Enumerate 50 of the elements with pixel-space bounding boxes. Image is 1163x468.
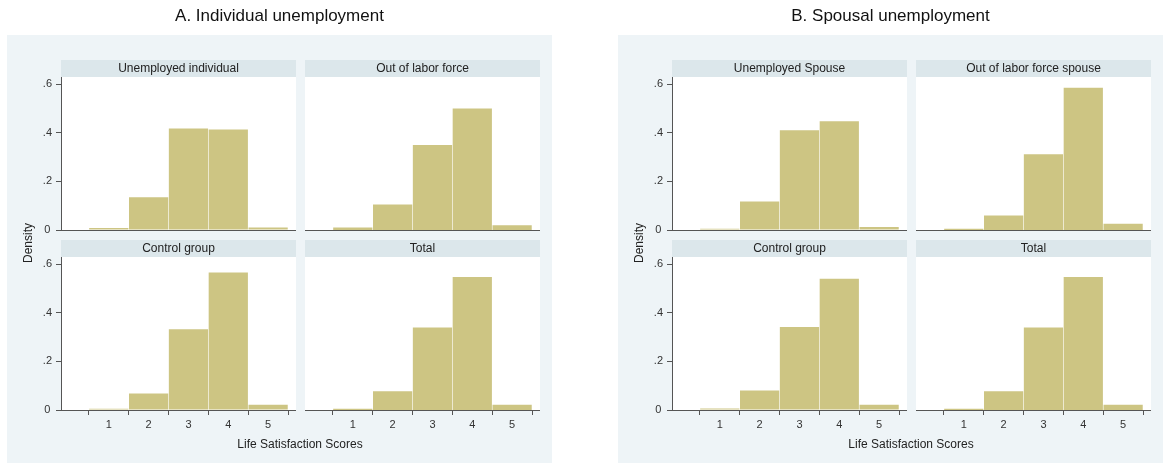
x-tick-label: 1	[716, 417, 723, 430]
x-tick-label: 2	[145, 417, 152, 430]
y-tick-label: .6	[42, 257, 53, 270]
chart-title: Control group	[61, 240, 296, 257]
x-tick-label: 3	[429, 417, 436, 430]
y-tick-label: .2	[42, 174, 53, 187]
chart-subtitle: B. Spousal unemployment	[790, 6, 991, 26]
y-tick-label: .4	[653, 125, 664, 138]
chart-title: Total	[916, 240, 1151, 257]
x-tick-label: 4	[469, 417, 476, 430]
y-tick-label: .6	[653, 257, 664, 270]
chart-title: Out of labor force	[305, 60, 540, 77]
x-tick-label: 3	[1040, 417, 1047, 430]
x-tick-label: 5	[509, 417, 516, 430]
chart-title: Unemployed Spouse	[672, 60, 907, 77]
chart-title: Unemployed individual	[61, 60, 296, 77]
y-tick-label: 0	[44, 403, 51, 416]
x-axis-title: Life Satisfaction Scores	[847, 437, 975, 451]
x-tick-label: 5	[1120, 417, 1127, 430]
chart-subtitle: A. Individual unemployment	[174, 6, 385, 26]
x-tick-label: 3	[796, 417, 803, 430]
x-tick-label: 2	[1000, 417, 1007, 430]
y-axis-title: Density	[632, 222, 646, 265]
x-tick-label: 1	[349, 417, 356, 430]
x-tick-label: 4	[225, 417, 232, 430]
y-tick-label: .4	[42, 305, 53, 318]
x-tick-label: 1	[960, 417, 967, 430]
chart-title: Total	[305, 240, 540, 257]
x-tick-label: 5	[265, 417, 272, 430]
x-tick-label: 4	[836, 417, 843, 430]
x-axis-title: Life Satisfaction Scores	[236, 437, 364, 451]
y-tick-label: .6	[42, 77, 53, 90]
y-tick-label: 0	[44, 223, 51, 236]
x-tick-label: 2	[389, 417, 396, 430]
y-tick-label: .6	[653, 77, 664, 90]
y-tick-label: .2	[42, 354, 53, 367]
y-tick-label: .2	[653, 354, 664, 367]
x-tick-label: 2	[756, 417, 763, 430]
y-axis-title: Density	[21, 222, 35, 265]
y-tick-label: 0	[655, 223, 662, 236]
chart-title: Control group	[672, 240, 907, 257]
x-tick-label: 4	[1080, 417, 1087, 430]
y-tick-label: .4	[653, 305, 664, 318]
y-tick-label: .2	[653, 174, 664, 187]
x-tick-label: 3	[185, 417, 192, 430]
x-tick-label: 1	[105, 417, 112, 430]
y-tick-label: 0	[655, 403, 662, 416]
chart-title: Out of labor force spouse	[916, 60, 1151, 77]
y-tick-label: .4	[42, 125, 53, 138]
x-tick-label: 5	[876, 417, 883, 430]
